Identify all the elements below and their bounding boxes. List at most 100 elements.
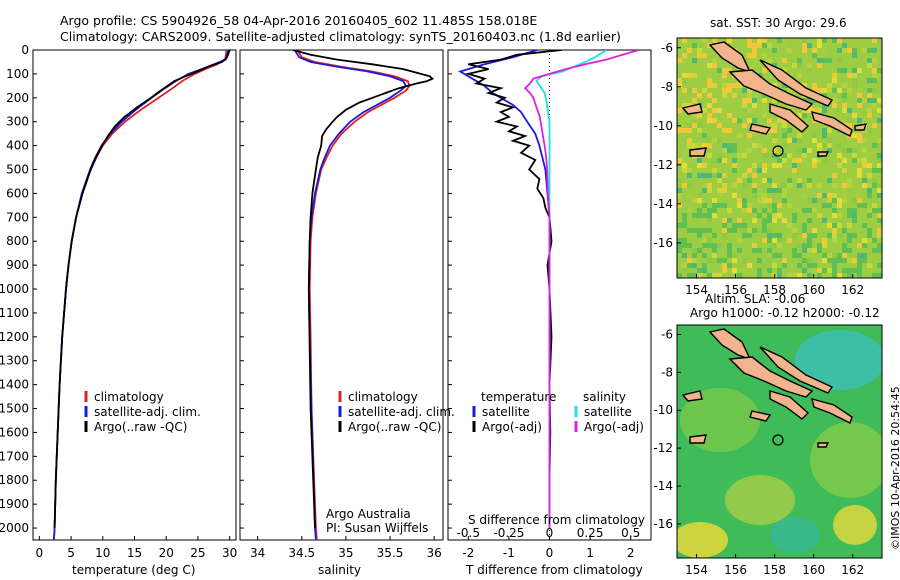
depth-tick-label: 1400 [0,378,29,392]
series-line-t-argo-adj- [464,50,562,528]
legend-label: Argo(..raw -QC) [94,420,187,434]
depth-tick-label: 900 [6,258,29,272]
map-x-tick-label: 154 [685,563,708,577]
map-x-tick-label: 156 [724,283,747,297]
sla-map [677,325,882,558]
top-x-tick-label: 0 [546,526,554,540]
map-x-tick-label: 158 [763,563,786,577]
x-tick-label: 1 [586,546,594,560]
salinity-panel [239,49,444,541]
depth-tick-label: 1500 [0,402,29,416]
depth-tick-label: 200 [6,91,29,105]
depth-tick-label: 0 [21,43,29,57]
series-line-climatology [296,50,411,540]
imos-timestamp: ©IMOS 10-Apr-2016 20:54:45 [889,386,900,550]
legend-label: Argo(-adj) [584,420,644,434]
legend-label: satellite-adj. clim. [94,405,201,419]
map-x-tick-label: 158 [763,283,786,297]
depth-tick-label: 500 [6,163,29,177]
argo-location-marker-sla [772,434,784,446]
x-tick-label: 34 [250,546,265,560]
map-y-tick-label: -10 [653,403,673,417]
coastline-islands [681,41,868,157]
depth-axis: 0 100 200 300 400 500 600 700 800 900 1000 1100 1200… [0,43,452,535]
credit-organisation: Argo Australia [326,507,411,521]
chart-title-line1: Argo profile: CS 5904926_58 04-Apr-2016 … [60,13,538,28]
map-x-tick-label: 162 [841,563,864,577]
series-line-satellite-adj-clim- [53,50,230,540]
depth-tick-label: 1300 [0,354,29,368]
depth-tick-label: 1100 [0,306,29,320]
depth-tick-label: 1900 [0,497,29,511]
series-line-t-satellite [457,50,551,528]
depth-tick-label: 1600 [0,425,29,439]
series-line-satellite-adj-clim- [293,50,408,540]
depth-tick-label: 2000 [0,521,29,535]
map-x-tick-label: 156 [724,563,747,577]
x-tick-label: 20 [159,546,174,560]
legend-header-salinity: salinity [583,390,626,404]
depth-tick-label: 1000 [0,282,29,296]
depth-tick-label: 1200 [0,330,29,344]
x-tick-label: 35.5 [377,546,404,560]
series-line-climatology [53,50,228,540]
x-tick-label: 35 [338,546,353,560]
x-tick-label: 36 [427,546,442,560]
x-tick-label: 2 [627,546,635,560]
legend-label: Argo(..raw -QC) [348,420,441,434]
series-line-s-satellite [535,50,607,528]
top-x-tick-label: -0.5 [457,526,480,540]
depth-tick-label: 1700 [0,449,29,463]
map-y-tick-label: -14 [653,479,673,493]
x-tick-label: 34.5 [288,546,315,560]
sla-map-title-line1: Altim. SLA: -0.06 [705,292,806,306]
legend-label: climatology [348,390,418,404]
temperature-panel [32,49,237,541]
temperature-axis-label: temperature (deg C) [72,563,196,577]
chart-title-line2: Climatology: CARS2009. Satellite-adjuste… [60,29,621,44]
sla-map-title-line2: Argo h1000: -0.12 h2000: -0.12 [690,306,880,320]
map-y-tick-label: -16 [653,236,673,250]
x-tick-label: 25 [190,546,205,560]
map-x-tick-label: 160 [802,283,825,297]
series-line-argo-raw-qc- [53,50,231,529]
legend-label: satellite [482,405,530,419]
legend-label: climatology [94,390,164,404]
depth-tick-label: 700 [6,210,29,224]
map-y-tick-label: -10 [653,119,673,133]
map-x-tick-label: 154 [685,283,708,297]
depth-tick-label: 100 [6,67,29,81]
x-tick-label: 0 [546,546,554,560]
sst-map [677,38,882,278]
legend-label: Argo(-adj) [482,420,542,434]
salinity-axis-label: salinity [318,563,362,577]
x-tick-label: 10 [95,546,110,560]
x-tick-label: -2 [462,546,474,560]
map-y-tick-label: -6 [661,327,673,341]
sst-map-title: sat. SST: 30 Argo: 29.6 [710,16,847,30]
legend-label: satellite [584,405,632,419]
depth-tick-label: 300 [6,115,29,129]
map-y-tick-label: -8 [661,365,673,379]
difference-top-axis-label: S difference from climatology [468,513,645,527]
x-tick-label: 30 [222,546,237,560]
series-line-argo-raw-qc- [292,50,435,529]
top-x-tick-label: -0.25 [493,526,524,540]
depth-tick-label: 1800 [0,473,29,487]
credit-pi: PI: Susan Wijffels [326,521,429,535]
coastline-islands-sla [681,328,853,448]
depth-tick-label: 400 [6,139,29,153]
map-y-tick-label: -14 [653,197,673,211]
x-tick-label: 15 [127,546,142,560]
depth-tick-label: 800 [6,234,29,248]
difference-axis-label: T difference from climatology [466,563,643,577]
depth-tick-label: 600 [6,186,29,200]
map-y-tick-label: -12 [653,158,673,172]
legend-header-temperature: temperature [481,390,556,404]
argo-location-marker-sst [772,145,784,157]
series-line-s-argo-adj- [523,50,640,528]
map-y-tick-label: -16 [653,517,673,531]
top-x-tick-label: 0.5 [621,526,640,540]
map-x-tick-label: 162 [841,283,864,297]
